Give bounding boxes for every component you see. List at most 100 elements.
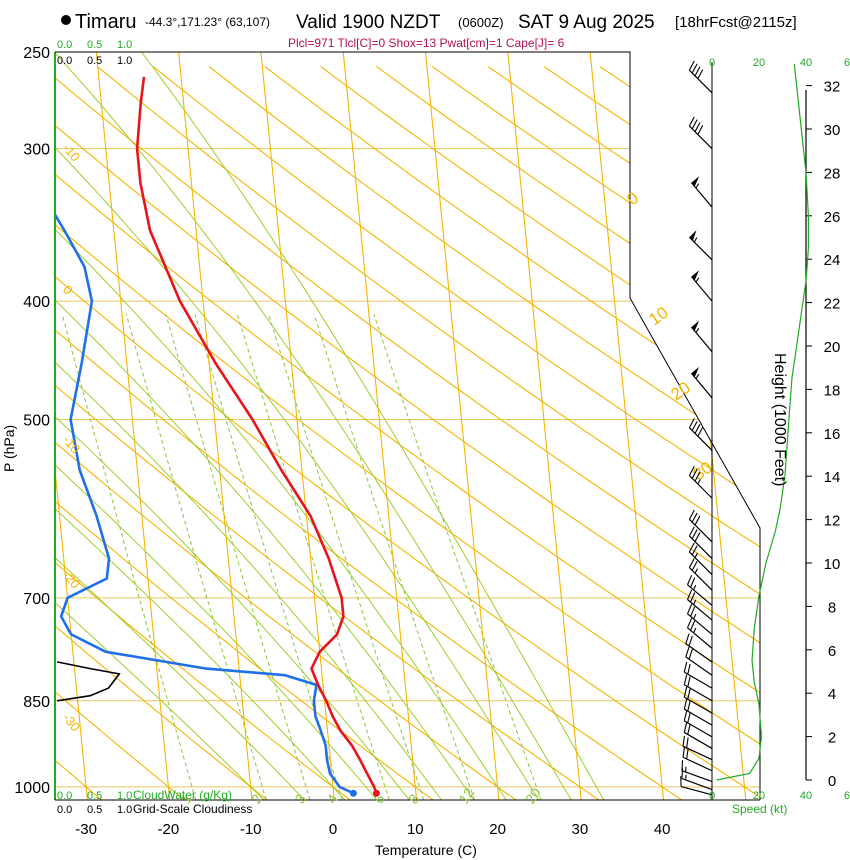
utc-time: (0600Z) <box>458 15 504 30</box>
height-axis-title: Height (1000 Feet) <box>771 353 788 486</box>
wind-barb-half-flag <box>693 237 698 243</box>
wind-barb-shaft <box>685 643 713 663</box>
wind-barb <box>690 320 713 353</box>
cloudwater-tick-label: 1.0 <box>117 790 132 802</box>
cloudwater-tick-label: 0.5 <box>87 790 102 802</box>
wind-barb <box>688 230 713 261</box>
wind-barb-shaft <box>688 535 713 559</box>
temperature-tick-label: 10 <box>407 821 424 838</box>
temperature-tick-label: 30 <box>572 821 589 838</box>
wind-barb-half-flag <box>695 183 700 189</box>
pressure-tick-label: 250 <box>23 45 50 62</box>
wind-barb-flag <box>691 421 698 431</box>
temperature-profile <box>135 76 378 794</box>
wind-barb-shaft <box>688 518 713 543</box>
dry-adiabat-line <box>208 66 760 800</box>
wind-barb-shaft <box>682 745 713 761</box>
wind-barb-shaft <box>688 125 713 150</box>
wind-barb <box>688 60 713 94</box>
height-tick-label: 10 <box>824 556 841 573</box>
wind-barb-shaft <box>688 567 713 591</box>
wind-barb-flag <box>686 748 689 760</box>
wind-barb-flag <box>683 722 688 733</box>
wind-barb-shaft <box>683 731 713 749</box>
wind-barb <box>685 646 713 676</box>
wind-barb-flag <box>683 698 688 710</box>
station-coords: -44.3°,171.23° (63,107) <box>145 15 270 29</box>
height-tick-label: 16 <box>824 426 841 443</box>
moist-adiabat-line <box>55 52 305 800</box>
wind-barb-half-flag <box>693 599 697 605</box>
dry-adiabat-line <box>55 66 351 800</box>
moist-adiabat-line <box>55 52 507 800</box>
wind-barb-flag <box>682 746 686 758</box>
wind-barb <box>690 366 713 399</box>
wind-barb-shaft <box>683 671 713 689</box>
cloudwater-tick-label: 0.5 <box>87 39 102 51</box>
wind-barb <box>681 768 713 791</box>
dry-adiabat-line <box>487 66 760 800</box>
wind-barb-flag <box>694 515 701 526</box>
wind-barb <box>686 589 713 621</box>
isotherm-label: -10 <box>60 140 84 164</box>
plot-area <box>55 52 760 800</box>
height-tick-label: 2 <box>828 730 836 747</box>
wind-barb-flag <box>694 532 701 542</box>
wind-barb-flag <box>685 646 690 658</box>
wind-barb-flag <box>690 606 696 617</box>
cloudwater-tick-label: 0.0 <box>57 790 72 802</box>
chart-title: Valid 1900 NZDT <box>296 12 441 33</box>
wind-barb-flag <box>686 604 693 615</box>
wind-barb-flag <box>694 122 701 132</box>
dry-adiabat-line <box>264 66 760 800</box>
wind-barb <box>683 698 713 726</box>
moist-adiabat-line <box>55 52 475 800</box>
isotherm-line <box>95 52 171 800</box>
moist-adiabat-lines <box>55 52 605 800</box>
wind-barb-flag <box>683 710 688 722</box>
isotherm-label: 20 <box>667 378 693 404</box>
wind-barb-flag <box>687 700 691 712</box>
wind-barb-flag <box>691 63 698 74</box>
temperature-tick-label: 20 <box>489 821 506 838</box>
forecast-run: [18hrFcst@2115z] <box>675 14 797 31</box>
wind-barb-half-flag <box>695 373 700 379</box>
wind-barb-flag <box>687 712 691 724</box>
height-tick-label: 22 <box>824 296 841 313</box>
dry-adiabat-line <box>55 66 517 800</box>
wind-barbs <box>680 60 713 796</box>
wind-barb-flag <box>697 69 704 79</box>
temperature-tick-label: 0 <box>329 821 337 838</box>
wind-barb-flag <box>686 589 693 600</box>
wind-barb-flag <box>685 633 690 644</box>
wind-speed-tick-label: 40 <box>800 790 812 802</box>
stability-indices: Plcl=971 Tlcl[C]=0 Shox=13 Pwat[cm]=1 Ca… <box>288 36 565 50</box>
wind-barb-half-flag <box>694 552 698 558</box>
wind-barb <box>683 674 713 702</box>
wind-barb <box>686 617 713 649</box>
wind-barb-flag <box>688 526 695 537</box>
wind-barb <box>683 661 713 689</box>
moist-adiabat-line <box>55 52 540 800</box>
wind-barb <box>682 746 713 772</box>
wind-speed-top-tick-label: 6 <box>844 57 850 69</box>
wind-speed-top-tick-label: 40 <box>800 57 812 69</box>
wind-barb-flag <box>687 688 691 700</box>
wind-barb-flag <box>688 542 695 553</box>
wind-barb-flag <box>691 545 698 556</box>
wind-barb-shaft <box>681 778 713 791</box>
height-tick-label: 0 <box>828 773 836 790</box>
isotherm-line <box>507 52 582 800</box>
wind-barb-shaft <box>687 627 713 649</box>
wind-barb-flag <box>686 574 693 585</box>
pressure-tick-label: 300 <box>23 142 50 159</box>
dewpoint-profile <box>55 92 354 795</box>
dry-adiabat-line <box>55 66 268 800</box>
mixing-ratio-label: 3 <box>291 791 309 807</box>
height-tick-label: 28 <box>824 165 841 182</box>
mixing-ratio-line <box>268 314 425 800</box>
wind-speed-top-tick-label: 0 <box>709 57 715 69</box>
mixing-ratio-line <box>165 314 311 800</box>
